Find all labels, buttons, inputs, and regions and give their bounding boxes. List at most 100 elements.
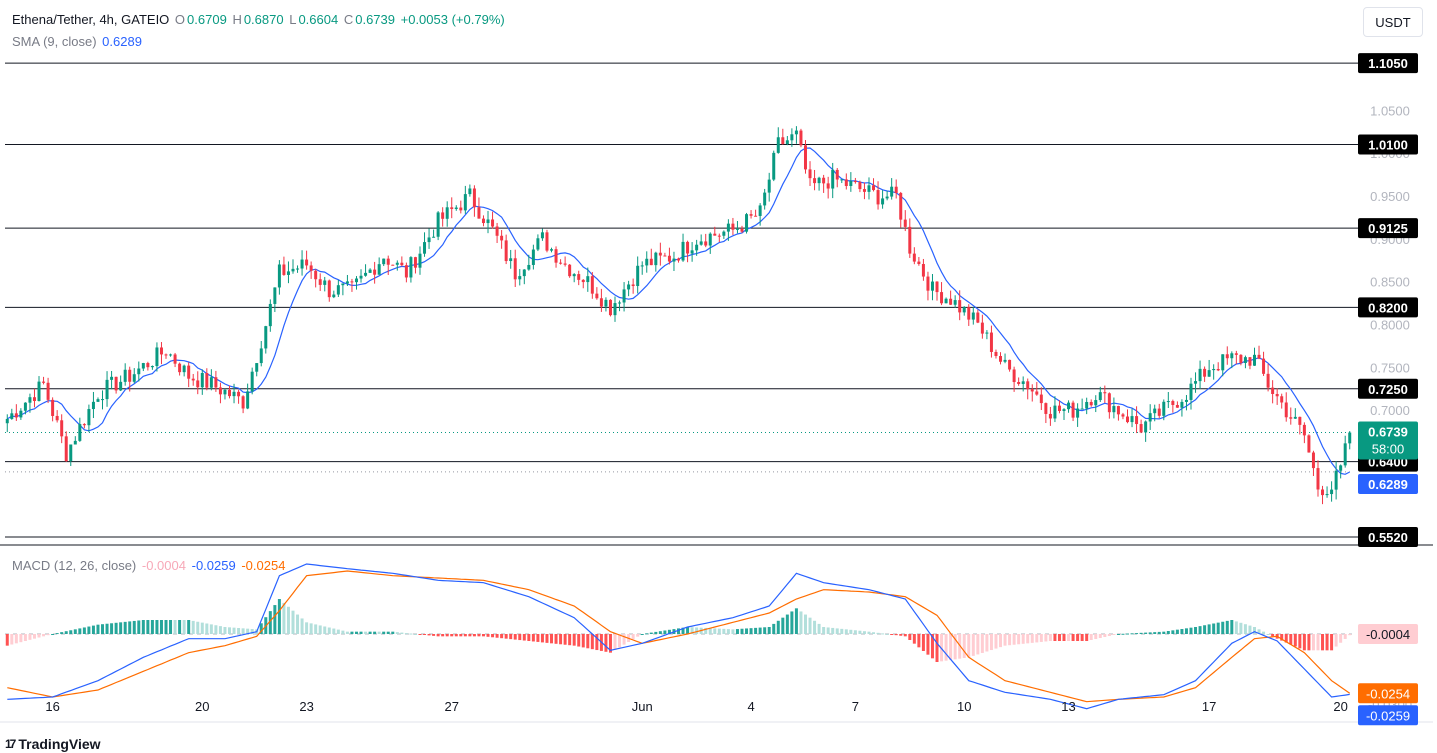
macd-hist-bar [894, 634, 898, 636]
candle [636, 256, 640, 294]
candle-body [663, 255, 667, 257]
candle [1057, 400, 1061, 414]
macd-hist-bar [1248, 625, 1252, 634]
candle-body [359, 275, 363, 279]
candle-body [178, 363, 182, 373]
candle [1157, 403, 1161, 419]
macd-hist-bar [1207, 624, 1211, 634]
macd-hist-bar [55, 633, 59, 635]
candle-body [1076, 408, 1080, 418]
candle-body [976, 312, 980, 323]
tradingview-logo[interactable]: 17 TradingView [5, 736, 101, 752]
candle [1171, 399, 1175, 413]
candle [114, 376, 118, 394]
macd-hist-bar [962, 634, 966, 658]
macd-hist-bar [1198, 626, 1202, 634]
candle [772, 150, 776, 182]
candle-body [1330, 489, 1334, 495]
candle-body [400, 262, 404, 266]
candle [713, 226, 717, 236]
macd-hist-bar [1298, 634, 1302, 649]
candle [73, 436, 77, 445]
candle [178, 362, 182, 376]
currency-button[interactable]: USDT [1363, 7, 1423, 37]
macd-hist-bar [1175, 629, 1179, 634]
candle [350, 278, 354, 292]
candle [60, 414, 64, 444]
candle-body [141, 363, 145, 369]
candle-body [1275, 394, 1279, 397]
macd-hist-bar [1234, 621, 1238, 634]
candle [608, 299, 612, 317]
x-tick-0: 16 [45, 699, 59, 714]
candles-layer [5, 126, 1352, 505]
macd-hist-bar [958, 634, 962, 659]
macd-hist-bar [971, 634, 975, 656]
close-value: 0.6739 [355, 12, 395, 27]
candle-body [91, 401, 95, 410]
macd-hist-bar [649, 632, 653, 634]
macd-hist-bar [595, 634, 599, 651]
candle [627, 280, 631, 297]
macd-hist-bar [586, 634, 590, 649]
candle [481, 215, 485, 227]
candle [513, 249, 517, 288]
sma-legend[interactable]: SMA (9, close) 0.6289 [12, 34, 144, 49]
candle [1284, 392, 1288, 422]
candle-body [799, 130, 803, 146]
candle [599, 288, 603, 312]
candle-body [989, 332, 993, 352]
candle-body [1062, 409, 1066, 412]
candle [1311, 450, 1315, 477]
candle [994, 349, 998, 359]
macd-hist-bar [631, 634, 635, 640]
candle-body [649, 258, 653, 266]
candle-body [559, 262, 563, 264]
candle-body [78, 424, 82, 441]
macd-hist-bar [119, 622, 123, 634]
candle [1280, 393, 1284, 409]
level-label-3: 0.8200 [1368, 300, 1408, 315]
candle-body [345, 281, 349, 284]
candle-body [55, 415, 59, 421]
candle-body [386, 258, 390, 265]
candle [572, 273, 576, 283]
macd-hist-bar [1343, 634, 1347, 639]
candle [872, 178, 876, 192]
macd-hist-bar [314, 624, 318, 634]
candle-body [273, 287, 277, 304]
macd-hist-bar [1307, 634, 1311, 651]
macd-hist-bar [345, 631, 349, 634]
symbol-title[interactable]: Ethena/Tether, 4h, GATEIO [12, 12, 170, 27]
candle-body [296, 268, 300, 270]
last-price-label: 0.6739 [1368, 425, 1408, 440]
macd-hist-bar [559, 634, 563, 645]
candle-body [441, 212, 445, 219]
candle [835, 168, 839, 188]
macd-hist-bar [1325, 634, 1329, 651]
y-tick-2: 0.9500 [1370, 189, 1410, 204]
macd-hist-bar [368, 631, 372, 634]
macd-hist-bar [382, 631, 386, 634]
macd-hist-bar [504, 634, 508, 639]
candle [853, 177, 857, 184]
macd-hist-bar [1271, 634, 1275, 637]
macd-hist-bar [178, 620, 182, 634]
candle-body [872, 185, 876, 191]
macd-hist-bar [373, 631, 377, 634]
candle-body [1135, 416, 1139, 425]
candle [196, 371, 200, 395]
candle [776, 127, 780, 154]
candle [803, 140, 807, 174]
macd-hist-bar [141, 620, 145, 634]
candle [14, 404, 18, 421]
candle-body [228, 389, 231, 397]
macd-hist-bar [577, 634, 581, 647]
macd-legend[interactable]: MACD (12, 26, close) -0.0004 -0.0259 -0.… [12, 558, 287, 573]
candle [826, 176, 830, 199]
candle-body [994, 351, 998, 356]
candle-body [1184, 399, 1188, 402]
macd-hist-bar [200, 622, 204, 634]
candle-body [540, 232, 544, 239]
